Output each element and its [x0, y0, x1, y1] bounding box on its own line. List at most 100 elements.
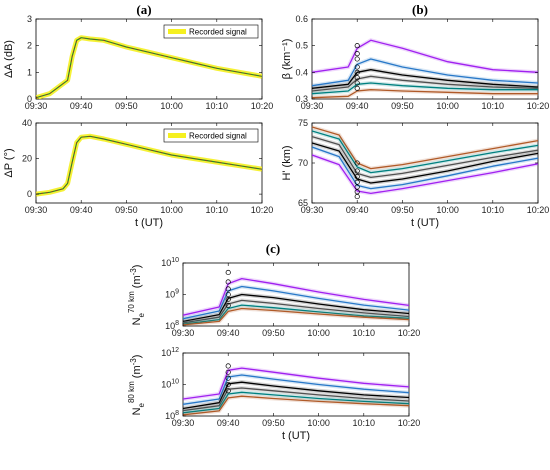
x-axis-label: t (UT)	[411, 217, 439, 229]
y-tick-label: 75	[298, 118, 308, 128]
plot-area	[183, 366, 409, 416]
data-marker	[354, 64, 360, 70]
series-line-4	[183, 387, 409, 412]
x-tick-label: 09:40	[217, 328, 240, 338]
data-marker	[225, 363, 231, 369]
x-tick-label: 09:50	[262, 328, 285, 338]
x-tick-label: 09:40	[70, 101, 93, 111]
plot-area	[312, 38, 538, 99]
x-tick-label: 10:20	[527, 101, 550, 111]
x-tick-label: 09:30	[301, 101, 324, 111]
series-line-1	[183, 277, 409, 316]
x-tick-label: 09:40	[346, 101, 369, 111]
x-tick-label: 10:20	[251, 205, 274, 215]
y-tick-label: 3	[27, 14, 32, 24]
x-tick-label: 10:00	[436, 205, 459, 215]
series-line-5	[312, 146, 538, 190]
series-recorded-trace-red	[36, 37, 262, 98]
plot-area	[36, 35, 262, 99]
data-marker	[354, 174, 360, 180]
series-line-2	[183, 285, 409, 320]
series-line-4	[183, 299, 409, 324]
y-tick-label: 0.4	[295, 67, 308, 77]
series-line-5	[183, 391, 409, 414]
series-line-4	[312, 75, 538, 92]
y-tick-label: 2	[27, 41, 32, 51]
y-tick-label: 20	[22, 154, 32, 164]
y-tick-label: 1012	[161, 347, 179, 358]
legend-label: Recorded signal	[189, 132, 247, 141]
x-tick-label: 09:30	[301, 205, 324, 215]
legend: Recorded signal	[163, 24, 259, 39]
series-line-6	[183, 395, 409, 416]
y-axis-label: H' (km)	[281, 145, 293, 180]
y-tick-label: 1	[27, 67, 32, 77]
data-marker	[225, 375, 231, 381]
y-tick-label: 0	[27, 94, 32, 104]
x-tick-label: 09:30	[172, 328, 195, 338]
y-axis-label: Ne70 km(m-3)	[127, 265, 146, 326]
data-marker	[225, 279, 231, 285]
x-tick-label: 10:10	[482, 101, 505, 111]
y-tick-label: 1010	[161, 257, 179, 268]
legend-label: Recorded signal	[189, 28, 247, 37]
plot-area	[183, 276, 409, 326]
x-tick-label: 09:40	[70, 205, 93, 215]
data-marker	[354, 160, 360, 166]
x-tick-label: 10:20	[251, 101, 274, 111]
y-tick-label: 70	[298, 158, 308, 168]
data-marker	[354, 43, 360, 49]
y-tick-label: 0.3	[295, 94, 308, 104]
data-marker	[225, 296, 231, 302]
x-tick-label: 09:50	[262, 418, 285, 428]
x-tick-label: 09:40	[346, 205, 369, 215]
y-tick-label: 0.6	[295, 14, 308, 24]
series-line-3	[312, 135, 538, 179]
data-marker	[225, 291, 231, 298]
plot-frame	[311, 122, 539, 204]
series-line-1	[183, 367, 409, 400]
series-line-3	[183, 381, 409, 410]
series-line-3	[183, 293, 409, 323]
data-marker	[354, 179, 360, 185]
x-tick-label: 09:50	[115, 101, 138, 111]
x-tick-label: 09:30	[25, 101, 48, 111]
x-tick-label: 09:50	[115, 205, 138, 215]
series-line-3	[312, 69, 538, 89]
data-marker	[354, 168, 360, 174]
data-marker	[225, 381, 231, 388]
legend-box	[163, 128, 259, 143]
x-tick-label: 10:00	[160, 101, 183, 111]
x-tick-label: 10:00	[160, 205, 183, 215]
series-line-4	[312, 142, 538, 184]
series-recorded-trace-red	[36, 135, 262, 195]
series-line-1	[312, 126, 538, 170]
x-tick-label: 10:20	[398, 328, 421, 338]
series-line-2	[312, 130, 538, 174]
x-tick-label: 09:50	[391, 101, 414, 111]
panel-3: 09:30 09:40 09:50 10:00 10:10 10:20 0.3 0.4 0.5 0…	[281, 2, 549, 111]
x-tick-label: 10:10	[353, 328, 376, 338]
x-tick-label: 10:20	[527, 205, 550, 215]
series-line-2	[312, 58, 538, 87]
x-tick-label: 09:50	[391, 205, 414, 215]
x-tick-label: 09:40	[217, 418, 240, 428]
x-tick-label: 10:00	[307, 418, 330, 428]
plot-area	[312, 125, 538, 196]
series-line-5	[312, 82, 538, 95]
series-line-2	[183, 374, 409, 405]
plot-area	[36, 133, 262, 197]
legend-box	[163, 24, 259, 39]
data-marker	[354, 85, 360, 91]
series-line-5	[183, 304, 409, 325]
series-line-6	[312, 89, 538, 99]
x-tick-label: 09:30	[25, 205, 48, 215]
data-marker	[225, 302, 231, 308]
x-tick-label: 10:10	[206, 205, 229, 215]
data-marker	[225, 269, 231, 276]
series-line-6	[183, 307, 409, 326]
x-tick-label: 10:00	[307, 328, 330, 338]
x-tick-label: 10:10	[353, 418, 376, 428]
y-axis-label: Ne80 km(m-3)	[127, 355, 146, 416]
